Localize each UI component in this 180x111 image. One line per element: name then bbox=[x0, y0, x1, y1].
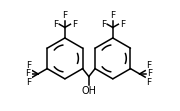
Text: F: F bbox=[146, 61, 151, 70]
Text: F: F bbox=[53, 20, 58, 29]
Text: F: F bbox=[62, 11, 68, 20]
Text: F: F bbox=[147, 69, 153, 78]
Text: F: F bbox=[72, 20, 77, 29]
Text: F: F bbox=[110, 11, 115, 20]
Text: F: F bbox=[120, 20, 125, 29]
Text: OH: OH bbox=[81, 86, 96, 96]
Text: F: F bbox=[146, 78, 151, 87]
Text: F: F bbox=[26, 78, 31, 87]
Text: F: F bbox=[101, 20, 106, 29]
Text: F: F bbox=[25, 69, 30, 78]
Text: F: F bbox=[26, 61, 31, 70]
